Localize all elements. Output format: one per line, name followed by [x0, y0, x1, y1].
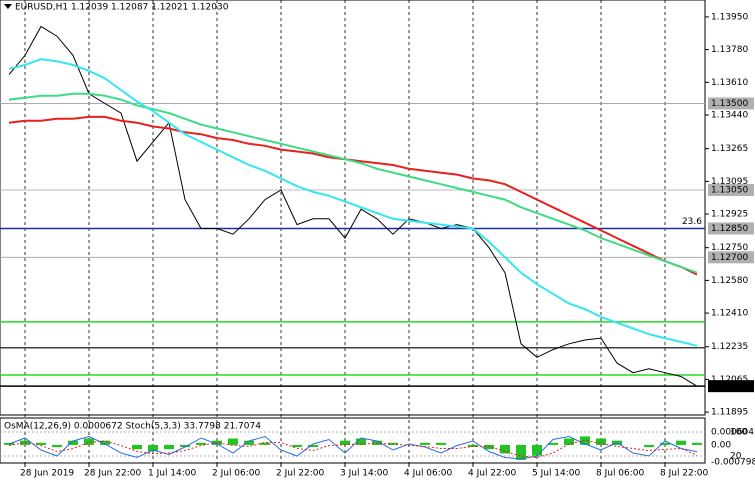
osma-bar	[68, 440, 78, 445]
y2-tick-label: 100	[730, 428, 747, 438]
moving-average	[8, 58, 698, 347]
osma-bar	[244, 440, 254, 445]
x-tick-label: 8 Jul 22:00	[660, 469, 709, 479]
x-tick-label: 8 Jul 06:00	[596, 469, 645, 479]
osma-bar	[36, 442, 46, 445]
x-tick-label: 2 Jul 22:00	[276, 469, 325, 479]
osma-bar	[356, 438, 366, 445]
y-tick-label: 1.13950	[711, 12, 748, 22]
osma-bar	[596, 438, 606, 445]
osma-bar	[644, 444, 654, 448]
chart-title: EURUSD,H1 1.12039 1.12087 1.12021 1.1203…	[15, 3, 229, 13]
osma-bar	[228, 438, 238, 445]
osma-bar	[436, 442, 446, 445]
y-tick-label: 0.0006045	[711, 428, 755, 438]
osma-bar	[564, 438, 574, 445]
y-tick-label: 1.12065	[711, 375, 748, 385]
oscillator-title: OsMA(12,26,9) 0.0000672 Stoch(5,3,3) 33.…	[4, 422, 261, 432]
osma-bar	[692, 442, 702, 445]
price-label: 1.12700	[711, 253, 748, 263]
osma-bar	[84, 438, 94, 445]
price-label: 1.13500	[711, 99, 748, 109]
osma-bar	[292, 444, 302, 448]
price-label-bg	[708, 380, 754, 393]
y-tick-label: 1.13610	[711, 78, 748, 88]
osma-bar	[212, 440, 222, 445]
price-label: 1.12850	[711, 224, 748, 234]
x-tick-label: 4 Jul 22:00	[468, 469, 517, 479]
x-tick-label: 2 Jul 06:00	[212, 469, 261, 479]
osma-bar	[164, 444, 174, 450]
y-tick-label: 1.13095	[711, 177, 748, 187]
x-tick-label: 5 Jul 14:00	[532, 469, 581, 479]
level-annotation: 23.6	[682, 217, 702, 227]
osma-bar	[660, 442, 670, 445]
x-tick-label: 4 Jul 06:00	[404, 469, 453, 479]
price-label-bg	[708, 222, 754, 235]
y-tick-label: 0.00	[711, 440, 731, 450]
y-tick-label: 1.11895	[711, 408, 748, 418]
osma-bar	[180, 444, 190, 448]
price-label: 1.12030	[711, 382, 748, 392]
x-tick-label: 28 Jun 2019	[20, 469, 74, 479]
y-tick-label: 1.12410	[711, 309, 748, 319]
osma-bar	[500, 444, 510, 454]
osma-bar	[420, 442, 430, 445]
osma-bar	[580, 436, 590, 445]
y-tick-label: 1.13265	[711, 144, 748, 154]
y-tick-label: 1.12235	[711, 342, 748, 352]
price-label-bg	[708, 97, 754, 110]
osma-bar	[340, 440, 350, 445]
y-tick-label: 1.12580	[711, 276, 748, 286]
stoch-line	[8, 435, 698, 460]
osma-bar	[52, 444, 62, 448]
moving-average	[8, 92, 698, 274]
y-tick-label: -0.000798	[711, 458, 755, 468]
y-tick-label: 1.12750	[711, 243, 748, 253]
price-label-bg	[708, 184, 754, 196]
osma-bar	[308, 444, 318, 448]
x-tick-label: 1 Jul 14:00	[148, 469, 197, 479]
y-tick-label: 1.13440	[711, 111, 748, 121]
osma-bar	[532, 444, 542, 456]
price-label: 1.13050	[711, 186, 748, 196]
y2-tick-label: 20	[730, 452, 742, 462]
osma-bar	[548, 442, 558, 445]
title-icon	[4, 4, 12, 9]
y-tick-label: 1.12925	[711, 210, 748, 220]
osma-bar	[100, 440, 110, 445]
x-tick-label: 28 Jun 22:00	[84, 469, 141, 479]
osma-bar	[676, 440, 686, 445]
x-tick-label: 3 Jul 14:00	[340, 469, 389, 479]
osma-bar	[148, 444, 158, 452]
osma-bar	[196, 442, 206, 445]
osma-bar	[516, 444, 526, 460]
osma-bar	[260, 442, 270, 445]
osma-bar	[484, 444, 494, 450]
y-tick-label: 1.13780	[711, 45, 748, 55]
main-panel	[0, 0, 706, 416]
osma-bar	[132, 444, 142, 450]
stoch-line	[8, 439, 698, 459]
osma-bar	[372, 440, 382, 445]
price-label-bg	[708, 251, 754, 264]
